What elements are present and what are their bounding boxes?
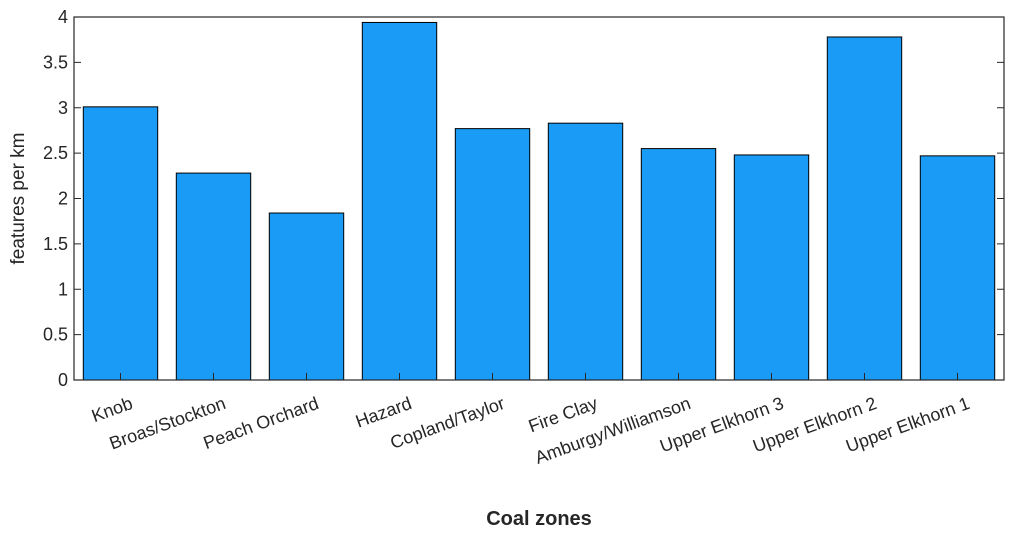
bars-group bbox=[82, 21, 996, 381]
y-tick-label: 2.5 bbox=[43, 143, 68, 163]
x-axis-title: Coal zones bbox=[486, 508, 592, 530]
y-tick-label: 0 bbox=[58, 370, 68, 390]
bar-5 bbox=[547, 122, 624, 381]
y-tick-label: 1.5 bbox=[43, 234, 68, 254]
bar-7 bbox=[733, 154, 810, 381]
y-tick-label: 3.5 bbox=[43, 52, 68, 72]
y-tick-label: 1 bbox=[58, 279, 68, 299]
x-tick-label: Hazard bbox=[353, 393, 414, 432]
bar-1 bbox=[175, 172, 252, 381]
y-axis: 0 0.5 1 1.5 2 2.5 3 3.5 4 bbox=[43, 7, 1004, 390]
bar-3 bbox=[361, 21, 438, 381]
bar-0 bbox=[82, 106, 159, 381]
bar-2 bbox=[268, 212, 345, 381]
y-tick-label: 0.5 bbox=[43, 325, 68, 345]
bar-8 bbox=[826, 36, 903, 381]
y-axis-title: features per km bbox=[8, 133, 29, 265]
y-tick-label: 4 bbox=[58, 7, 68, 27]
y-tick-label: 3 bbox=[58, 98, 68, 118]
bar-4 bbox=[454, 128, 531, 381]
y-tick-label: 2 bbox=[58, 189, 68, 209]
bar-9 bbox=[919, 155, 996, 381]
x-tick-label: Amburgy/Williamson bbox=[532, 393, 693, 468]
x-tick-label: Knob bbox=[89, 393, 135, 426]
bar-6 bbox=[640, 148, 717, 381]
